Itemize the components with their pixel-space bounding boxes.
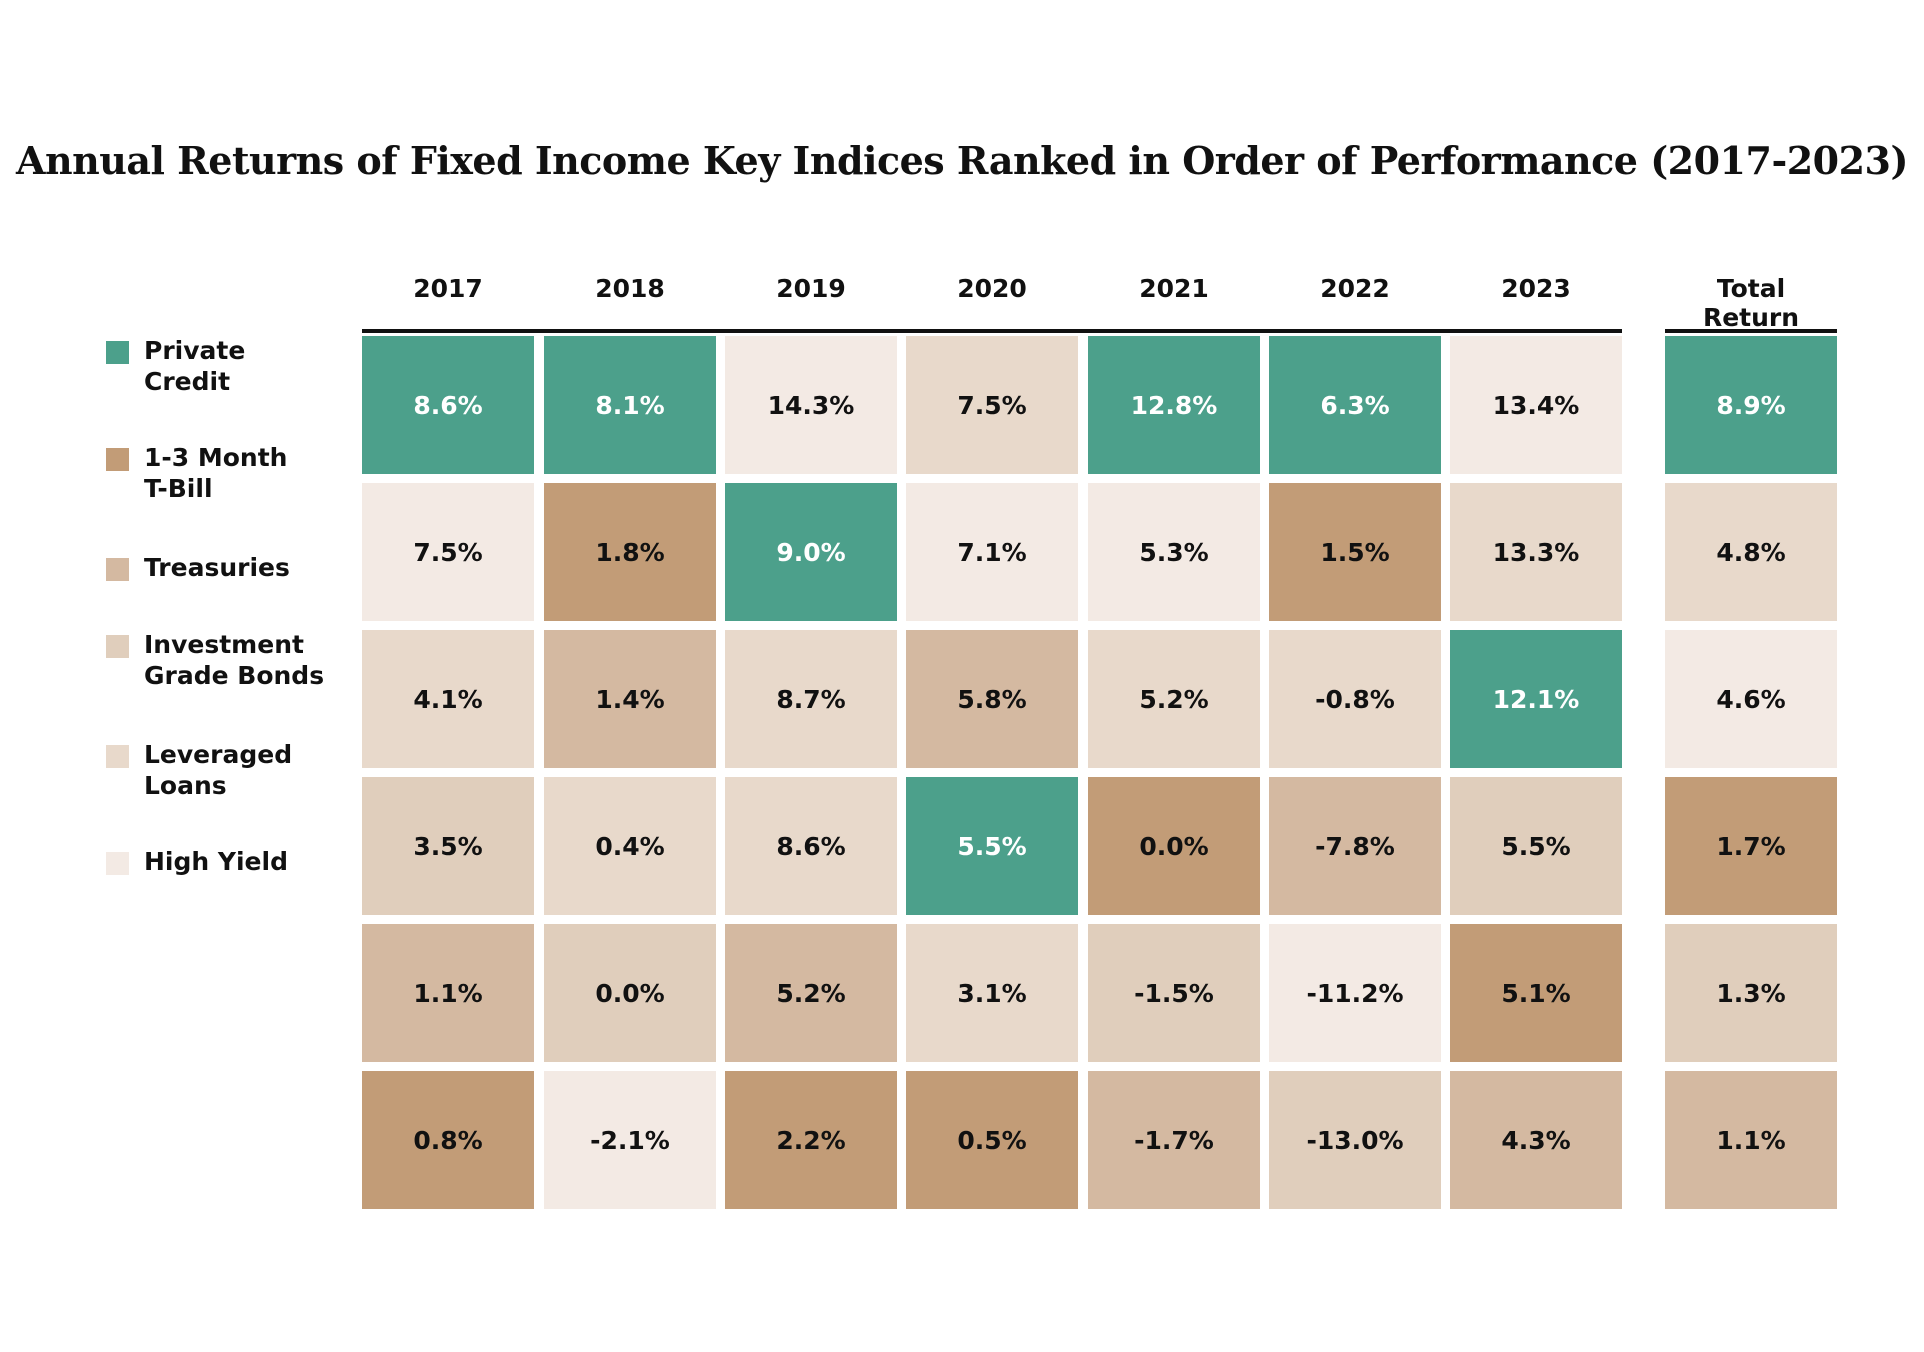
- column-header-2022: 2022: [1320, 274, 1390, 303]
- cell-rank2-2018: 1.8%: [544, 483, 716, 621]
- cell-rank6-2022: -13.0%: [1269, 1071, 1441, 1209]
- cell-rank4-2023: 5.5%: [1450, 777, 1622, 915]
- cell-rank6-2021: -1.7%: [1088, 1071, 1260, 1209]
- cell-rank5-2021: -1.5%: [1088, 924, 1260, 1062]
- cell-rank4-total-return: 1.7%: [1665, 777, 1837, 915]
- legend-label-private-credit: Private Credit: [144, 336, 246, 396]
- legend-swatch-private-credit: [106, 341, 129, 364]
- column-header-2018: 2018: [595, 274, 665, 303]
- legend-swatch-investment-grade-bonds: [106, 635, 129, 658]
- cell-rank1-2020: 7.5%: [906, 336, 1078, 474]
- column-header-2023: 2023: [1501, 274, 1571, 303]
- chart-title: Annual Returns of Fixed Income Key Indic…: [16, 138, 1908, 183]
- legend-label-high-yield: High Yield: [144, 847, 288, 876]
- column-header-total-return: Total Return: [1702, 274, 1800, 332]
- cell-rank3-2023: 12.1%: [1450, 630, 1622, 768]
- header-rule-years: [362, 329, 1622, 333]
- cell-rank5-2023: 5.1%: [1450, 924, 1622, 1062]
- cell-rank6-2023: 4.3%: [1450, 1071, 1622, 1209]
- cell-rank3-2020: 5.8%: [906, 630, 1078, 768]
- cell-rank2-2023: 13.3%: [1450, 483, 1622, 621]
- column-header-2021: 2021: [1139, 274, 1209, 303]
- cell-rank4-2020: 5.5%: [906, 777, 1078, 915]
- cell-rank3-total-return: 4.6%: [1665, 630, 1837, 768]
- legend-swatch-1-3-month-t-bill: [106, 448, 129, 471]
- cell-rank3-2021: 5.2%: [1088, 630, 1260, 768]
- cell-rank3-2018: 1.4%: [544, 630, 716, 768]
- cell-rank3-2022: -0.8%: [1269, 630, 1441, 768]
- cell-rank1-total-return: 8.9%: [1665, 336, 1837, 474]
- cell-rank2-total-return: 4.8%: [1665, 483, 1837, 621]
- cell-rank6-2020: 0.5%: [906, 1071, 1078, 1209]
- cell-rank3-2019: 8.7%: [725, 630, 897, 768]
- legend-swatch-treasuries: [106, 558, 129, 581]
- cell-rank1-2023: 13.4%: [1450, 336, 1622, 474]
- cell-rank1-2021: 12.8%: [1088, 336, 1260, 474]
- cell-rank5-2019: 5.2%: [725, 924, 897, 1062]
- cell-rank5-2018: 0.0%: [544, 924, 716, 1062]
- cell-rank1-2018: 8.1%: [544, 336, 716, 474]
- cell-rank4-2018: 0.4%: [544, 777, 716, 915]
- cell-rank6-2017: 0.8%: [362, 1071, 534, 1209]
- column-header-2020: 2020: [957, 274, 1027, 303]
- cell-rank3-2017: 4.1%: [362, 630, 534, 768]
- legend-label-treasuries: Treasuries: [144, 553, 290, 582]
- cell-rank6-2019: 2.2%: [725, 1071, 897, 1209]
- cell-rank2-2021: 5.3%: [1088, 483, 1260, 621]
- cell-rank5-2022: -11.2%: [1269, 924, 1441, 1062]
- legend-label-investment-grade-bonds: Investment Grade Bonds: [144, 630, 325, 690]
- cell-rank1-2017: 8.6%: [362, 336, 534, 474]
- column-header-2017: 2017: [413, 274, 483, 303]
- header-rule-total: [1665, 329, 1837, 333]
- cell-rank4-2017: 3.5%: [362, 777, 534, 915]
- cell-rank5-2017: 1.1%: [362, 924, 534, 1062]
- cell-rank2-2019: 9.0%: [725, 483, 897, 621]
- cell-rank6-2018: -2.1%: [544, 1071, 716, 1209]
- cell-rank4-2021: 0.0%: [1088, 777, 1260, 915]
- legend-swatch-high-yield: [106, 852, 129, 875]
- cell-rank1-2022: 6.3%: [1269, 336, 1441, 474]
- cell-rank2-2020: 7.1%: [906, 483, 1078, 621]
- legend-swatch-leveraged-loans: [106, 745, 129, 768]
- cell-rank4-2019: 8.6%: [725, 777, 897, 915]
- legend-label-1-3-month-t-bill: 1-3 Month T-Bill: [144, 443, 288, 503]
- cell-rank6-total-return: 1.1%: [1665, 1071, 1837, 1209]
- cell-rank1-2019: 14.3%: [725, 336, 897, 474]
- cell-rank2-2017: 7.5%: [362, 483, 534, 621]
- legend-label-leveraged-loans: Leveraged Loans: [144, 740, 293, 800]
- cell-rank5-2020: 3.1%: [906, 924, 1078, 1062]
- cell-rank5-total-return: 1.3%: [1665, 924, 1837, 1062]
- column-header-2019: 2019: [776, 274, 846, 303]
- cell-rank2-2022: 1.5%: [1269, 483, 1441, 621]
- cell-rank4-2022: -7.8%: [1269, 777, 1441, 915]
